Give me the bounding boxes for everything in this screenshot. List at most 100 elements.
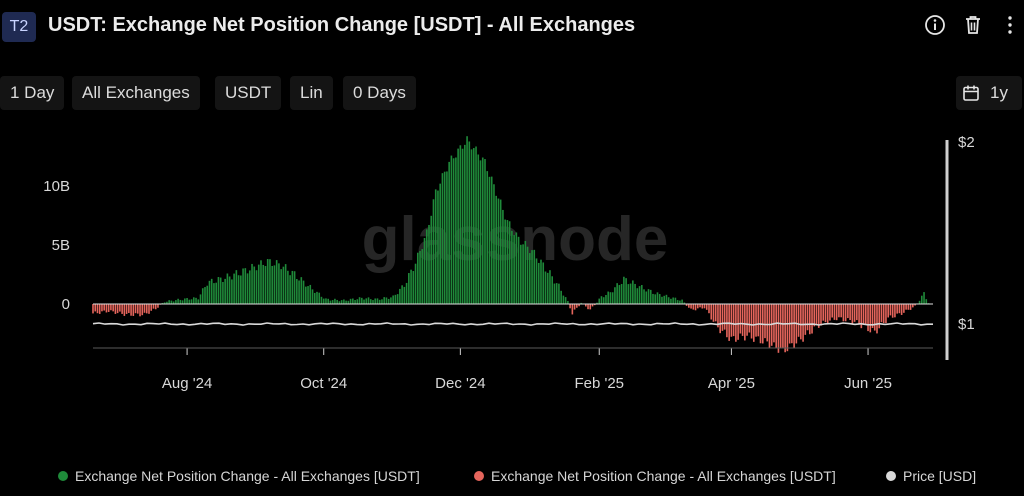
legend-dot-negative <box>474 471 484 481</box>
bar <box>618 285 621 304</box>
bar <box>748 304 751 333</box>
bar <box>905 304 907 310</box>
bar <box>235 270 238 304</box>
bar <box>849 304 851 321</box>
bar <box>800 304 802 340</box>
bar <box>712 304 715 322</box>
bar <box>468 141 471 304</box>
legend-item-negative[interactable]: Exchange Net Position Change - All Excha… <box>474 468 836 484</box>
bar <box>428 224 430 304</box>
bar <box>304 286 307 304</box>
legend-label-positive: Exchange Net Position Change - All Excha… <box>75 468 420 484</box>
bar <box>347 300 350 304</box>
bar <box>824 304 827 323</box>
bar <box>576 304 578 308</box>
bar <box>119 304 121 312</box>
bar <box>593 304 596 306</box>
resolution-button[interactable]: 1 Day <box>0 76 65 110</box>
bar <box>703 304 706 309</box>
bar <box>136 304 139 314</box>
bar <box>757 304 760 337</box>
bar <box>806 304 809 331</box>
bar <box>307 286 309 304</box>
legend-label-price: Price [USD] <box>903 468 977 484</box>
bar <box>416 252 419 304</box>
bar <box>513 235 515 304</box>
bar <box>912 304 914 308</box>
bar <box>166 301 168 304</box>
bar <box>708 304 710 314</box>
currency-button[interactable]: USDT <box>215 76 282 110</box>
bar <box>128 304 130 313</box>
bar <box>873 304 876 331</box>
bar <box>571 304 574 315</box>
bar <box>322 298 325 304</box>
bar <box>914 304 916 306</box>
bar <box>900 304 903 315</box>
bar <box>92 304 94 314</box>
bar <box>535 258 538 304</box>
bar <box>329 300 332 304</box>
bar <box>172 301 175 304</box>
bar <box>564 297 567 304</box>
bar <box>421 249 424 304</box>
bar <box>181 300 184 304</box>
bar <box>511 230 513 304</box>
bar <box>309 284 312 304</box>
bar <box>336 299 338 304</box>
bar <box>365 298 368 304</box>
bar <box>517 236 520 304</box>
bar <box>591 304 594 307</box>
moving-average-button[interactable]: 0 Days <box>343 76 416 110</box>
bar <box>717 304 719 328</box>
bar <box>206 285 209 304</box>
bar <box>688 304 690 308</box>
bar <box>112 304 114 312</box>
bar <box>851 304 854 324</box>
trash-icon[interactable] <box>960 12 986 38</box>
bar <box>878 304 881 329</box>
bar <box>246 273 249 304</box>
bar <box>589 304 592 310</box>
bar <box>681 299 683 304</box>
bar <box>804 304 807 335</box>
bar <box>838 304 840 318</box>
legend-dot-positive <box>58 471 68 481</box>
legend-item-price[interactable]: Price [USD] <box>886 468 976 484</box>
bar <box>320 296 323 304</box>
bar <box>567 300 569 304</box>
bar <box>925 299 928 304</box>
bar <box>215 282 217 304</box>
bar <box>311 289 314 304</box>
range-button[interactable]: 1y <box>956 76 1022 110</box>
bar <box>262 264 265 304</box>
bar <box>450 155 453 304</box>
bar <box>558 283 560 304</box>
bar <box>381 299 383 304</box>
bar <box>260 260 262 304</box>
bar <box>889 304 892 316</box>
bar <box>271 265 273 304</box>
legend-item-positive[interactable]: Exchange Net Position Change - All Excha… <box>58 468 420 484</box>
bar <box>683 302 686 304</box>
bar <box>766 304 769 342</box>
bar <box>116 304 119 314</box>
calendar-icon <box>962 84 980 102</box>
bar <box>233 273 235 304</box>
chart-legend: Exchange Net Position Change - All Excha… <box>0 468 1024 492</box>
bar <box>555 283 558 304</box>
bar <box>432 199 435 304</box>
bar <box>562 295 565 304</box>
info-icon[interactable] <box>922 12 948 38</box>
bar <box>779 304 782 349</box>
bar <box>822 304 825 321</box>
scale-button[interactable]: Lin <box>290 76 333 110</box>
bar <box>154 304 157 310</box>
more-vertical-icon[interactable] <box>1002 12 1018 38</box>
bar <box>251 263 253 304</box>
bar <box>508 221 511 304</box>
exchange-button[interactable]: All Exchanges <box>72 76 200 110</box>
x-tick-label: Apr '25 <box>708 375 755 392</box>
bar <box>488 176 491 304</box>
bar <box>596 302 598 304</box>
